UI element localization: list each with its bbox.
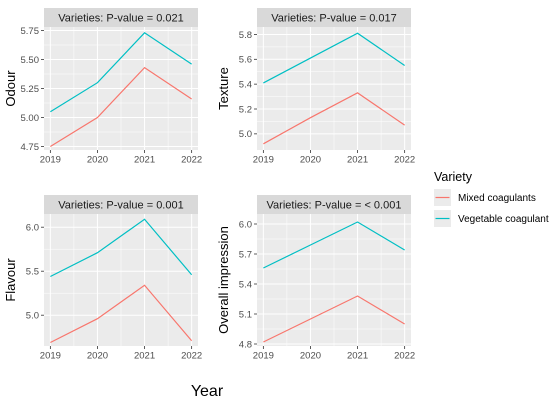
y-axis-title-overall-impression: Overall impression	[216, 226, 231, 334]
y-tick-label: 5.75	[21, 26, 40, 37]
y-tick-label: 5.1	[239, 309, 252, 320]
y-tick-label: 5.5	[26, 267, 39, 278]
legend-label-vegetable-coagulant: Vegetable coagulant	[458, 214, 549, 225]
y-axis-title-texture: Texture	[216, 67, 231, 110]
panel-flavour: Varieties: P-value = 0.001 5.0 5.5 6.0 2019 2…	[3, 195, 202, 362]
x-tick-label: 2020	[300, 155, 321, 166]
y-tick-label: 5.7	[239, 249, 252, 260]
x-tick-label: 2019	[253, 351, 274, 362]
panel-texture: Varieties: P-value = 0.017 5.0 5.2 5.4 5.6 5.…	[216, 8, 415, 166]
panel-overall-impression: Varieties: P-value = < 0.001 4.8 5.1 5.4 5.7…	[216, 195, 415, 362]
y-axis-title-flavour: Flavour	[3, 258, 18, 302]
series-line-flavour-vegetable-coagulant	[50, 218, 193, 278]
y-tick-label: 6.0	[239, 219, 252, 230]
legend: Variety Mixed coagulants Vegetable coagu…	[434, 170, 549, 227]
x-tick-label: 2020	[87, 351, 108, 362]
x-tick-label: 2021	[134, 155, 155, 166]
strip-title-overall-impression: Varieties: P-value = < 0.001	[267, 200, 402, 212]
strip-flavour	[44, 195, 198, 214]
series-line-odour-mixed-coagulants	[50, 66, 192, 148]
y-tick-label: 4.8	[239, 339, 252, 350]
strip-odour	[44, 8, 198, 27]
y-tick-label: 4.75	[21, 142, 40, 153]
series-line-odour-vegetable-coagulant	[50, 32, 192, 113]
legend-label-mixed-coagulants: Mixed coagulants	[458, 193, 536, 204]
y-tick-label: 5.0	[26, 311, 39, 322]
y-tick-label: 5.0	[239, 129, 252, 140]
panel-odour: Varieties: P-value = 0.021 4.75 5.00 5.25 5.…	[3, 8, 202, 166]
y-axis-title-odour: Odour	[3, 70, 18, 107]
y-tick-label: 5.6	[239, 55, 252, 66]
strip-title-texture: Varieties: P-value = 0.017	[271, 13, 396, 25]
series-line-texture-vegetable-coagulant	[263, 32, 405, 84]
x-tick-label: 2019	[253, 155, 274, 166]
series-line-texture-mixed-coagulants	[263, 92, 405, 145]
x-tick-label: 2022	[394, 155, 415, 166]
y-tick-label: 6.0	[26, 223, 39, 234]
x-tick-label: 2021	[347, 351, 368, 362]
y-tick-label: 5.50	[21, 55, 40, 66]
legend-title: Variety	[434, 170, 473, 184]
strip-overall-impression	[257, 195, 411, 214]
x-tick-label: 2022	[181, 155, 202, 166]
y-tick-label: 5.4	[239, 79, 252, 90]
panels: Varieties: P-value = 0.021 4.75 5.00 5.25 5.…	[3, 8, 415, 362]
series-line-overall-impression-vegetable-coagulant	[263, 221, 405, 269]
x-tick-label: 2021	[134, 351, 155, 362]
x-tick-label: 2022	[394, 351, 415, 362]
strip-title-flavour: Varieties: P-value = 0.001	[58, 200, 183, 212]
strip-title-odour: Varieties: P-value = 0.021	[58, 13, 183, 25]
x-tick-label: 2020	[87, 155, 108, 166]
strip-texture	[257, 8, 411, 27]
x-tick-label: 2019	[40, 351, 61, 362]
series-line-flavour-mixed-coagulants	[50, 284, 193, 344]
x-tick-label: 2022	[181, 351, 202, 362]
y-tick-label: 5.2	[239, 104, 252, 115]
series-line-overall-impression-mixed-coagulants	[263, 295, 405, 343]
x-axis-title: Year	[191, 383, 224, 400]
x-tick-label: 2020	[300, 351, 321, 362]
y-tick-label: 5.25	[21, 84, 40, 95]
y-tick-label: 5.8	[239, 30, 252, 41]
x-tick-label: 2021	[347, 155, 368, 166]
y-tick-label: 5.4	[239, 279, 252, 290]
x-tick-label: 2019	[40, 155, 61, 166]
y-tick-label: 5.00	[21, 113, 40, 124]
